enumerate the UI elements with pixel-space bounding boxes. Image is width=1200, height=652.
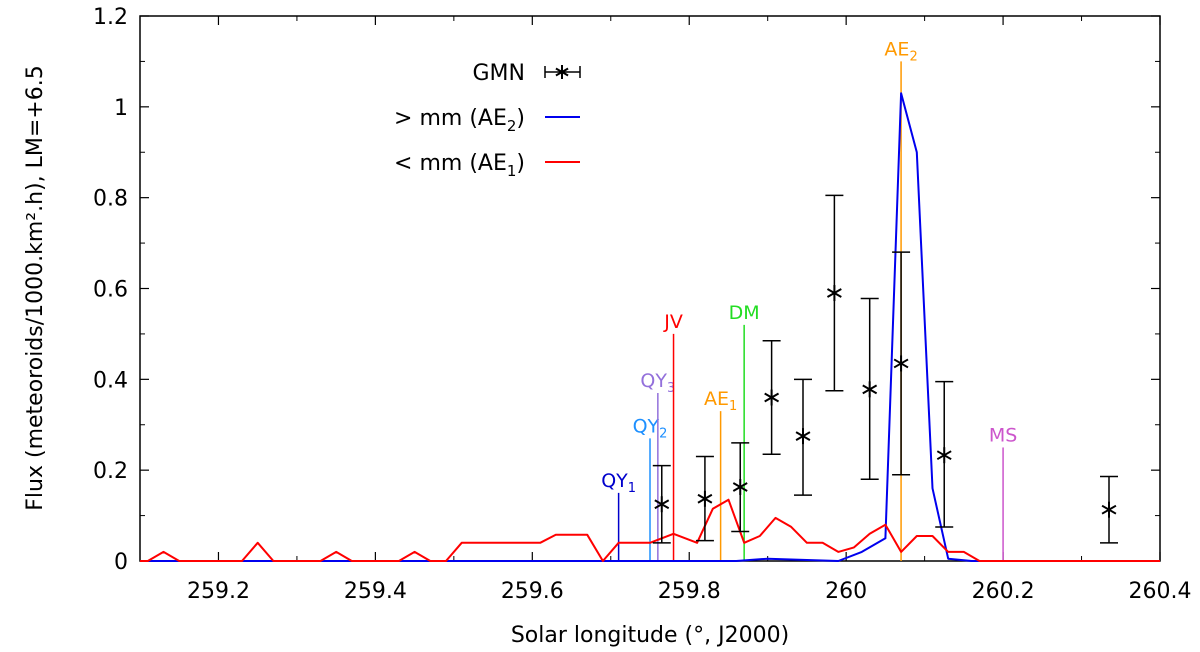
y-tick-label: 1.2	[93, 5, 128, 30]
series-line	[140, 498, 1160, 562]
gmn-point	[935, 380, 954, 528]
asterisk-stroke	[732, 482, 748, 492]
asterisk-stroke	[697, 493, 713, 504]
gmn-marker	[936, 447, 952, 464]
asterisk-stroke	[893, 358, 909, 369]
legend-label: < mm (AE1)	[394, 151, 525, 180]
legend-marker	[555, 65, 569, 79]
shower-marker-label: AE2	[884, 38, 917, 64]
legend: GMN > mm (AE2) < mm (AE1)	[394, 61, 581, 180]
y-tick-label: 0.8	[93, 187, 128, 212]
gmn-point	[1100, 475, 1118, 544]
x-tick-label: 259.6	[501, 579, 564, 604]
asterisk-stroke	[555, 67, 569, 77]
gmn-point	[762, 339, 781, 456]
gmn-marker	[654, 496, 670, 513]
gmn-marker	[732, 478, 748, 495]
gmn-marker	[764, 389, 780, 406]
x-tick-label: 260.2	[972, 579, 1035, 604]
shower-marker-label: QY2	[633, 415, 668, 441]
asterisk-stroke	[936, 450, 952, 461]
asterisk-stroke	[795, 431, 811, 441]
gmn-point	[860, 297, 879, 480]
x-tick-label: 260.4	[1129, 579, 1192, 604]
y-tick-label: 0.2	[93, 459, 128, 484]
gmn-point	[695, 455, 714, 542]
x-tick-label: 259.8	[658, 579, 721, 604]
y-tick-label: 0	[114, 550, 128, 575]
y-tick-label: 0.4	[93, 368, 128, 393]
gmn-marker	[795, 428, 811, 445]
y-tick-label: 0.6	[93, 278, 128, 303]
legend-label: > mm (AE2)	[394, 106, 525, 135]
gmn-point	[794, 378, 812, 496]
x-tick-label: 260	[825, 579, 867, 604]
gmn-marker	[1101, 501, 1117, 518]
gmn-marker	[697, 490, 713, 507]
plot-area: 259.2 259.4 259.6 259.8 260 260.2 260.4 0 0.2 0.4…	[93, 5, 1191, 604]
asterisk-stroke	[654, 499, 670, 510]
y-tick-label: 1	[114, 96, 128, 121]
legend-label: GMN	[473, 61, 526, 86]
gmn-point	[731, 442, 750, 533]
shower-marker-label: JV	[663, 311, 683, 333]
shower-marker-label: QY3	[640, 370, 675, 396]
x-axis-label: Solar longitude (°, J2000)	[511, 623, 789, 648]
asterisk-stroke	[1101, 504, 1117, 515]
gmn-point	[652, 464, 671, 544]
asterisk-stroke	[764, 392, 780, 403]
gmn-point	[892, 251, 911, 476]
shower-marker-label: MS	[989, 424, 1017, 446]
asterisk-stroke	[862, 384, 878, 395]
shower-marker-label: DM	[729, 302, 760, 324]
shower-marker-label: QY1	[601, 470, 636, 496]
shower-marker-label: AE1	[704, 388, 737, 414]
gmn-marker	[862, 381, 878, 398]
gmn-marker	[826, 285, 842, 302]
gmn-marker	[893, 355, 909, 372]
y-axis-label: Flux (meteoroids/1000.km².h), LM=+6.5	[23, 65, 48, 510]
x-tick-label: 259.2	[187, 579, 250, 604]
x-tick-label: 259.4	[344, 579, 407, 604]
series-line	[140, 92, 1160, 562]
asterisk-stroke	[826, 288, 842, 298]
gmn-point	[825, 194, 844, 392]
